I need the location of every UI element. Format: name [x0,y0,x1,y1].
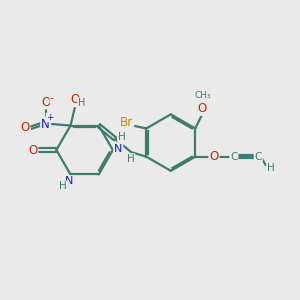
Text: H: H [59,181,67,191]
Text: CH₃: CH₃ [194,91,211,100]
Text: O: O [209,150,219,163]
Text: N: N [114,143,122,154]
Text: H: H [78,98,85,108]
Text: O: O [20,121,29,134]
Text: O: O [28,143,37,157]
Text: C: C [230,152,238,162]
Text: H: H [267,163,275,173]
Text: O: O [197,102,206,115]
Text: C: C [255,152,262,162]
Text: N: N [65,176,73,186]
Text: H: H [127,154,135,164]
Text: +: + [46,113,53,122]
Text: O: O [41,96,50,109]
Text: -: - [50,93,53,103]
Text: N: N [41,118,50,130]
Text: O: O [70,93,80,106]
Text: H: H [118,132,125,142]
Text: Br: Br [120,116,133,129]
